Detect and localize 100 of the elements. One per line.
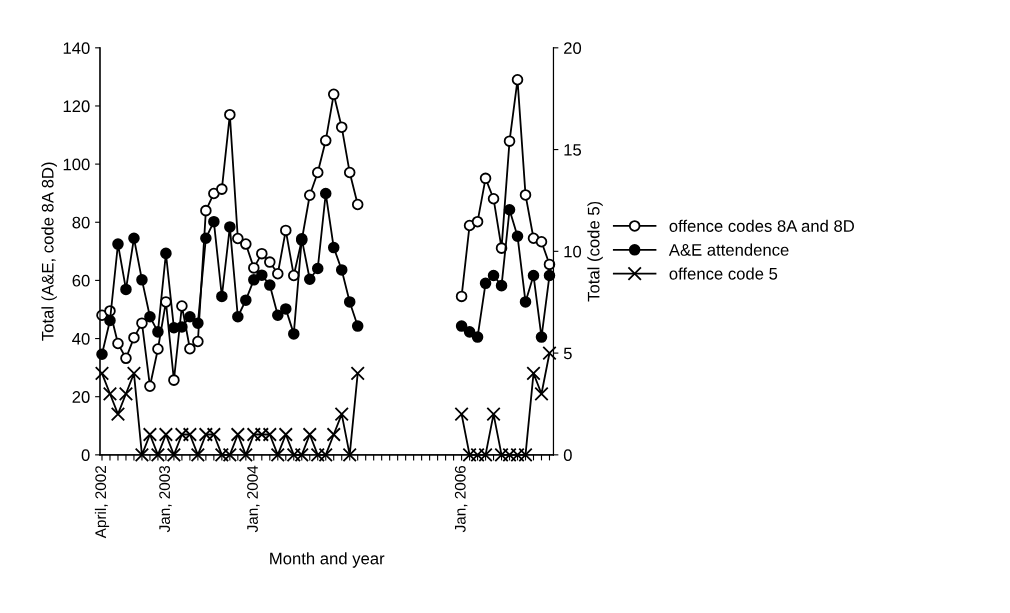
point xyxy=(240,238,252,250)
y2-tick-label: 0 xyxy=(563,449,572,462)
point xyxy=(264,279,276,291)
point xyxy=(503,135,516,147)
point xyxy=(288,269,300,282)
point xyxy=(152,326,164,338)
point xyxy=(200,232,212,245)
point xyxy=(110,406,126,422)
point xyxy=(302,427,317,442)
point xyxy=(343,166,356,179)
point xyxy=(224,221,236,233)
point xyxy=(264,256,276,268)
point xyxy=(303,273,316,286)
point xyxy=(311,262,324,275)
point xyxy=(216,183,228,195)
point xyxy=(144,380,156,392)
point xyxy=(272,309,284,322)
point xyxy=(479,277,492,290)
point xyxy=(120,283,132,296)
point xyxy=(136,317,148,329)
point xyxy=(343,296,356,308)
x-tick-label: April, 2002 xyxy=(94,466,110,539)
point xyxy=(160,247,172,260)
point xyxy=(543,258,556,271)
point xyxy=(334,406,349,422)
point xyxy=(168,374,180,386)
point xyxy=(519,189,532,201)
point xyxy=(190,447,206,463)
legend-label: offence code 5 xyxy=(669,267,778,280)
point xyxy=(495,279,508,292)
x-tick-label: Jan, 2006 xyxy=(454,465,468,533)
y2-axis-title: Total (code 5) xyxy=(587,201,603,302)
point xyxy=(487,269,500,282)
point xyxy=(327,88,340,101)
point xyxy=(342,447,357,463)
point xyxy=(454,406,469,422)
point xyxy=(152,343,164,355)
point xyxy=(272,267,284,280)
point xyxy=(120,352,132,365)
point xyxy=(542,345,557,361)
y-tick-label: 100 xyxy=(63,158,90,171)
point xyxy=(254,427,269,442)
point xyxy=(216,290,228,303)
point xyxy=(200,204,212,217)
point xyxy=(248,262,260,274)
point xyxy=(144,310,156,323)
y-tick-label: 140 xyxy=(63,42,90,55)
point xyxy=(206,427,222,442)
y2-tick-label: 10 xyxy=(564,245,582,258)
point xyxy=(128,331,140,344)
x-axis-title: Month and year xyxy=(270,552,385,568)
point xyxy=(136,274,148,286)
point xyxy=(280,224,292,237)
point xyxy=(511,230,524,242)
point xyxy=(232,310,244,323)
y-tick-label: 60 xyxy=(72,274,90,287)
point xyxy=(256,247,268,260)
point xyxy=(511,74,524,86)
point xyxy=(534,386,549,401)
point xyxy=(471,215,484,228)
legend-label: offence codes 8A and 8D xyxy=(669,219,854,232)
point xyxy=(470,447,485,463)
y2-tick-label: 5 xyxy=(563,347,572,360)
point xyxy=(350,366,365,381)
point xyxy=(319,187,332,200)
point xyxy=(248,274,260,286)
point xyxy=(256,269,268,281)
point xyxy=(112,337,124,350)
point xyxy=(128,232,140,245)
point xyxy=(280,303,292,315)
point xyxy=(184,310,196,323)
point xyxy=(112,238,124,250)
x-tick-label: Jan, 2003 xyxy=(159,465,172,533)
point xyxy=(319,134,332,147)
point xyxy=(104,314,116,327)
point xyxy=(214,447,230,463)
point xyxy=(232,232,244,245)
point xyxy=(335,121,348,133)
y2-tick-label: 20 xyxy=(564,42,582,55)
y-tick-label: 0 xyxy=(81,449,90,462)
point xyxy=(240,294,252,306)
point xyxy=(311,166,324,179)
point xyxy=(486,406,501,422)
point xyxy=(463,326,476,338)
point xyxy=(487,192,500,205)
point xyxy=(455,290,468,303)
point xyxy=(303,189,316,201)
point xyxy=(479,172,492,185)
point xyxy=(519,296,532,308)
point xyxy=(192,317,204,329)
point xyxy=(535,235,548,248)
point xyxy=(318,447,333,463)
point xyxy=(224,108,236,121)
y-tick-label: 120 xyxy=(63,100,90,113)
point xyxy=(94,366,110,381)
point xyxy=(184,342,196,355)
point xyxy=(335,264,348,276)
point xyxy=(455,320,468,332)
point xyxy=(535,331,548,343)
x-tick-label: Jan, 2004 xyxy=(247,465,260,533)
